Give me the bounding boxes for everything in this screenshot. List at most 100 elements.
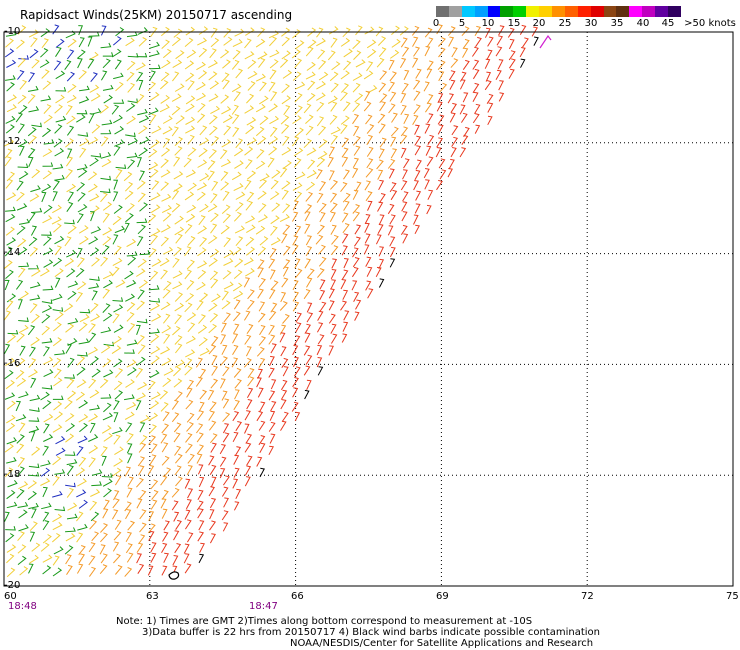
wind-barb	[41, 304, 53, 313]
wind-barb	[102, 212, 110, 223]
wind-barb	[88, 113, 95, 124]
wind-barb	[29, 346, 36, 357]
wind-barb	[245, 200, 254, 211]
wind-barb	[173, 432, 181, 443]
wind-barb	[232, 38, 243, 48]
wind-barb	[52, 455, 62, 466]
wind-barb	[257, 387, 264, 398]
wind-barb	[197, 159, 208, 168]
map-frame	[3, 31, 734, 587]
wind-barb	[6, 59, 17, 68]
wind-barb	[124, 466, 131, 477]
wind-barb	[65, 433, 75, 443]
wind-barb	[222, 432, 230, 443]
wind-barb	[52, 357, 62, 368]
wind-barb	[198, 314, 206, 324]
wind-barb	[207, 389, 215, 400]
wind-barb	[150, 139, 160, 149]
wind-barb	[126, 339, 138, 346]
wind-barb	[76, 114, 86, 123]
wind-barb	[102, 358, 112, 368]
wind-barb	[377, 223, 384, 235]
wind-barb	[208, 235, 218, 245]
wind-barb	[88, 282, 100, 289]
wind-barb	[6, 553, 15, 564]
wind-barb	[102, 478, 113, 487]
wind-barb	[163, 520, 170, 531]
wind-barb	[280, 399, 287, 410]
wind-barb	[256, 149, 265, 159]
wind-barb	[210, 433, 218, 444]
wind-barb	[401, 201, 408, 212]
wind-barb	[53, 411, 64, 421]
wind-barb	[316, 192, 324, 203]
wind-barb	[137, 289, 145, 300]
wind-barb	[5, 178, 14, 189]
wind-barb	[305, 246, 313, 257]
wind-barb	[148, 107, 159, 115]
wind-barb	[137, 456, 146, 467]
wind-barb	[17, 246, 28, 256]
wind-barb	[67, 224, 77, 235]
wind-barb	[42, 554, 53, 563]
wind-barb	[379, 70, 388, 81]
wind-barb	[268, 136, 279, 145]
wind-barb	[29, 303, 38, 314]
wind-barb	[78, 25, 84, 36]
wind-barb	[378, 246, 385, 257]
wind-barb	[113, 400, 120, 411]
wind-barb	[378, 82, 387, 93]
wind-barb	[137, 381, 148, 390]
wind-barb	[211, 136, 220, 146]
wind-barb	[66, 464, 74, 475]
wind-barb	[90, 93, 101, 102]
wind-barb	[161, 442, 169, 453]
wind-barb	[52, 567, 63, 577]
wind-barb	[271, 169, 281, 179]
wind-barb	[270, 401, 277, 412]
wind-barb	[316, 169, 323, 180]
wind-barb	[41, 337, 53, 344]
wind-barb	[232, 114, 240, 125]
wind-barb	[54, 245, 62, 256]
wind-barb	[330, 37, 338, 48]
wind-barb	[198, 476, 205, 488]
wind-barb	[257, 246, 267, 256]
wind-barb	[88, 457, 96, 468]
wind-barb	[113, 304, 124, 313]
wind-barb	[388, 168, 395, 179]
wind-barb	[103, 488, 112, 498]
wind-barb	[245, 433, 252, 444]
wind-barb	[438, 158, 446, 169]
wind-barb	[364, 26, 375, 35]
wind-barb	[18, 171, 29, 180]
wind-barb	[294, 191, 303, 202]
wind-barb	[18, 299, 23, 310]
wind-barb	[377, 113, 386, 124]
wind-barb	[221, 139, 232, 148]
wind-barb	[255, 73, 266, 82]
wind-barb	[306, 277, 313, 288]
wind-barb	[43, 356, 54, 365]
wind-barb	[125, 37, 135, 47]
wind-barb	[198, 47, 208, 58]
legend-swatch-15	[629, 6, 643, 17]
wind-barb	[474, 25, 481, 37]
wind-barb	[303, 103, 312, 114]
wind-barb	[76, 247, 83, 258]
wind-barb	[220, 356, 228, 366]
wind-barb	[102, 288, 111, 299]
wind-barb	[42, 162, 54, 167]
wind-barb	[208, 410, 216, 421]
wind-barb	[209, 270, 219, 281]
wind-barb	[246, 224, 256, 234]
wind-barb	[55, 436, 66, 445]
wind-barb	[270, 343, 277, 354]
wind-barb	[17, 544, 27, 554]
wind-barb	[114, 519, 122, 530]
wind-barb	[185, 95, 196, 105]
wind-barb	[199, 389, 208, 400]
wind-barb	[508, 58, 516, 69]
wind-barb	[391, 112, 398, 123]
wind-barb	[389, 71, 397, 82]
